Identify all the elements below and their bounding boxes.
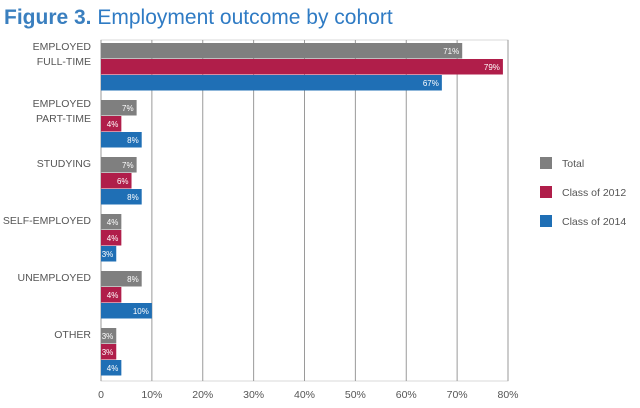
data-label: 8% bbox=[127, 136, 139, 145]
data-label: 3% bbox=[102, 332, 114, 341]
x-tick-label: 0 bbox=[98, 389, 104, 401]
category-label: PART-TIME bbox=[36, 113, 91, 125]
bar bbox=[101, 214, 122, 230]
data-label: 4% bbox=[107, 234, 119, 243]
data-label: 3% bbox=[102, 348, 114, 357]
x-tick-label: 40% bbox=[294, 389, 315, 401]
bar bbox=[101, 246, 117, 262]
legend-swatch bbox=[540, 157, 552, 169]
data-label: 8% bbox=[127, 275, 139, 284]
figure-number: Figure 3. bbox=[4, 6, 92, 29]
bar bbox=[101, 344, 117, 360]
bar bbox=[101, 75, 442, 91]
bar bbox=[101, 43, 463, 59]
legend-swatch bbox=[540, 215, 552, 227]
x-tick-label: 60% bbox=[396, 389, 417, 401]
bar bbox=[101, 360, 122, 376]
legend-label: Class of 2012 bbox=[562, 187, 626, 199]
x-tick-label: 70% bbox=[447, 389, 468, 401]
data-label: 4% bbox=[107, 120, 119, 129]
data-label: 4% bbox=[107, 218, 119, 227]
legend-swatch bbox=[540, 186, 552, 198]
bar bbox=[101, 116, 122, 132]
bar bbox=[101, 271, 142, 287]
x-tick-label: 10% bbox=[141, 389, 162, 401]
data-label: 79% bbox=[484, 63, 500, 72]
data-label: 4% bbox=[107, 364, 119, 373]
data-label: 7% bbox=[122, 104, 134, 113]
bar bbox=[101, 189, 142, 205]
bar bbox=[101, 132, 142, 148]
figure-title: Employment outcome by cohort bbox=[97, 6, 393, 29]
x-tick-label: 30% bbox=[243, 389, 264, 401]
data-label: 7% bbox=[122, 161, 134, 170]
category-label: OTHER bbox=[54, 329, 91, 341]
data-label: 67% bbox=[423, 79, 439, 88]
category-label: SELF-EMPLOYED bbox=[3, 215, 92, 227]
legend-label: Total bbox=[562, 158, 584, 170]
data-label: 10% bbox=[133, 307, 149, 316]
category-label: EMPLOYED bbox=[33, 98, 92, 110]
category-label: FULL-TIME bbox=[37, 56, 91, 68]
bar bbox=[101, 173, 132, 189]
x-tick-label: 20% bbox=[192, 389, 213, 401]
category-label: EMPLOYED bbox=[33, 41, 92, 53]
x-tick-label: 50% bbox=[345, 389, 366, 401]
bar bbox=[101, 157, 137, 173]
data-label: 4% bbox=[107, 291, 119, 300]
legend-label: Class of 2014 bbox=[562, 216, 626, 228]
data-label: 8% bbox=[127, 193, 139, 202]
bar bbox=[101, 287, 122, 303]
data-label: 71% bbox=[443, 47, 459, 56]
bar bbox=[101, 100, 137, 116]
data-label: 3% bbox=[102, 250, 114, 259]
category-label: STUDYING bbox=[37, 158, 91, 170]
x-tick-label: 80% bbox=[497, 389, 518, 401]
data-label: 6% bbox=[117, 177, 129, 186]
bar bbox=[101, 59, 503, 75]
chart-title: Figure 3. Employment outcome by cohort bbox=[4, 4, 393, 32]
category-label: UNEMPLOYED bbox=[17, 272, 91, 284]
bar bbox=[101, 230, 122, 246]
bar bbox=[101, 303, 152, 319]
bar bbox=[101, 328, 117, 344]
